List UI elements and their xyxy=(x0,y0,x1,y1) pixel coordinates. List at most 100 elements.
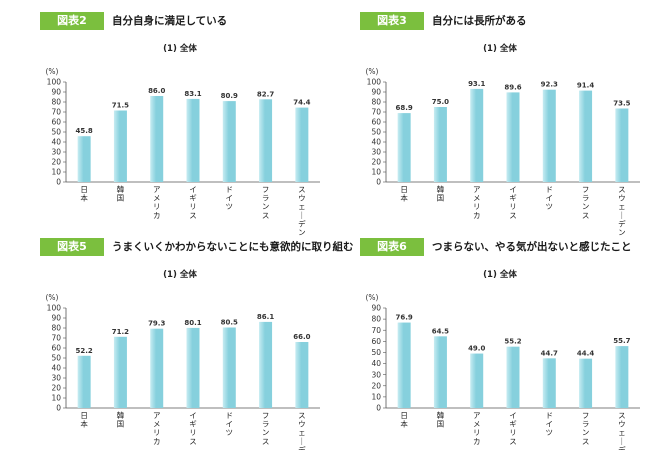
bar-value-label: 44.7 xyxy=(541,349,558,357)
x-category-label: 韓国 xyxy=(437,410,445,429)
chart-title: つまらない、やる気が出ないと感じたこと xyxy=(432,241,632,253)
bar xyxy=(186,98,200,182)
y-tick-label: 80 xyxy=(51,98,61,107)
y-axis-label: (%) xyxy=(46,67,59,76)
x-category-label: ドイツ xyxy=(226,185,234,211)
chart-title: 自分自身に満足している xyxy=(112,15,228,27)
bar xyxy=(470,88,484,182)
bar-value-label: 83.1 xyxy=(184,90,201,98)
x-category-label: 韓国 xyxy=(437,184,445,203)
y-tick-label: 60 xyxy=(51,344,61,353)
x-category-label: アメリカ xyxy=(153,185,161,220)
y-tick-label: 40 xyxy=(371,138,381,147)
y-tick-label: 0 xyxy=(56,404,61,413)
x-category-label: スウェ｜デン xyxy=(298,411,306,450)
bar-chart-4: (%) 0 10 20 30 40 50 60 70 80 90 76.9 日本 64.5 韓国 49.0 アメ… xyxy=(366,293,640,450)
bar xyxy=(259,321,273,408)
bar-value-label: 80.9 xyxy=(221,92,238,100)
x-category-label: ドイツ xyxy=(226,411,234,437)
y-tick-label: 80 xyxy=(371,98,381,107)
bar xyxy=(77,355,91,408)
y-tick-label: 60 xyxy=(371,337,381,346)
bar-value-label: 91.4 xyxy=(577,82,594,90)
y-tick-label: 40 xyxy=(51,138,61,147)
y-tick-label: 20 xyxy=(371,158,381,167)
bar-value-label: 92.3 xyxy=(541,81,558,89)
y-tick-label: 40 xyxy=(371,359,381,368)
bar xyxy=(579,358,593,408)
y-tick-label: 100 xyxy=(47,304,62,313)
bar xyxy=(542,89,556,182)
y-tick-label: 30 xyxy=(51,374,61,383)
bar xyxy=(295,107,309,182)
y-tick-label: 70 xyxy=(371,326,381,335)
y-axis-label: (%) xyxy=(46,293,59,302)
y-tick-label: 20 xyxy=(371,381,381,390)
chart-title: 自分には長所がある xyxy=(432,15,527,27)
y-tick-label: 90 xyxy=(371,304,381,313)
x-category-label: イギリス xyxy=(189,185,197,220)
bar-value-label: 79.3 xyxy=(148,320,165,328)
y-tick-label: 40 xyxy=(51,364,61,373)
y-tick-label: 0 xyxy=(376,404,381,413)
chart-badge: 図表6 xyxy=(360,238,424,256)
x-category-label: 日本 xyxy=(80,185,88,203)
bar xyxy=(113,110,127,182)
y-axis-label: (%) xyxy=(366,293,379,302)
bar xyxy=(186,327,200,408)
bar xyxy=(150,96,164,182)
chart-panel-2: 図表3 自分には長所がある (1) 全体 (%) 0 10 20 30 40 50 60 70 8… xyxy=(350,10,646,237)
x-category-label: イギリス xyxy=(509,411,517,446)
bar-value-label: 86.1 xyxy=(257,313,274,321)
chart-panel-3: 図表5 うまくいくかわからないことにも意欲的に取り組む (1) 全体 (%) 0 1… xyxy=(30,236,354,450)
y-tick-label: 0 xyxy=(376,178,381,187)
y-tick-label: 90 xyxy=(371,88,381,97)
bar-value-label: 80.5 xyxy=(221,319,238,327)
x-category-label: フランス xyxy=(262,411,270,446)
x-category-label: 韓国 xyxy=(117,410,125,429)
bar-value-label: 76.9 xyxy=(396,314,413,322)
bar xyxy=(150,328,164,408)
y-tick-label: 0 xyxy=(56,178,61,187)
bar-value-label: 44.4 xyxy=(577,350,594,358)
chart-title: うまくいくかわからないことにも意欲的に取り組む xyxy=(112,241,354,253)
bar xyxy=(615,346,629,408)
x-category-label: フランス xyxy=(582,185,590,220)
bar xyxy=(433,107,447,182)
x-category-label: フランス xyxy=(262,185,270,220)
y-tick-label: 10 xyxy=(51,168,61,177)
x-category-label: スウェ｜デン xyxy=(618,185,626,237)
bar-value-label: 64.5 xyxy=(432,327,449,335)
bar xyxy=(579,90,593,182)
bar xyxy=(77,136,91,182)
bar-value-label: 66.0 xyxy=(293,333,310,341)
bar xyxy=(615,108,629,182)
bar-value-label: 68.9 xyxy=(396,104,413,112)
bar-value-label: 73.5 xyxy=(613,100,630,108)
y-tick-label: 30 xyxy=(371,370,381,379)
y-tick-label: 10 xyxy=(51,394,61,403)
bar xyxy=(433,336,447,408)
bar-value-label: 82.7 xyxy=(257,90,274,98)
y-tick-label: 90 xyxy=(51,88,61,97)
bar xyxy=(222,101,236,182)
x-category-label: フランス xyxy=(582,411,590,446)
bar-value-label: 89.6 xyxy=(504,83,521,91)
x-category-label: アメリカ xyxy=(473,185,481,220)
y-tick-label: 70 xyxy=(51,334,61,343)
y-tick-label: 30 xyxy=(51,148,61,157)
y-tick-label: 90 xyxy=(51,314,61,323)
bar xyxy=(259,99,273,182)
x-category-label: スウェ｜デン xyxy=(618,411,626,450)
y-tick-label: 20 xyxy=(51,384,61,393)
x-category-label: 日本 xyxy=(80,411,88,429)
y-tick-label: 50 xyxy=(371,128,381,137)
x-category-label: スウェ｜デン xyxy=(298,185,306,237)
chart-panel-1: 図表2 自分自身に満足している (1) 全体 (%) 0 10 20 30 40 50 60 7… xyxy=(30,10,330,237)
y-tick-label: 10 xyxy=(371,392,381,401)
y-tick-label: 50 xyxy=(51,128,61,137)
bar xyxy=(222,327,236,408)
bar-value-label: 93.1 xyxy=(468,80,485,88)
